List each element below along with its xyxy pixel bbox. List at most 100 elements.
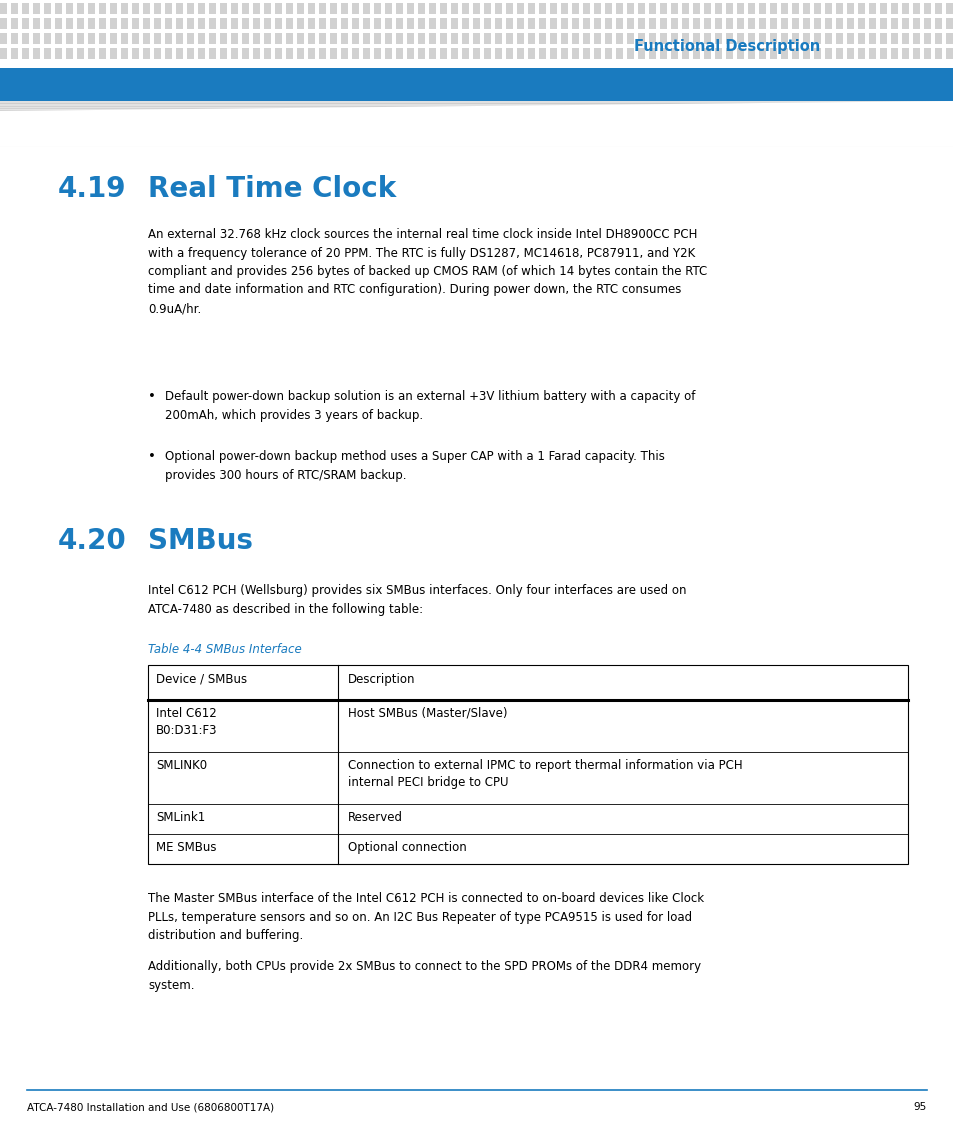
Bar: [77, 48, 84, 60]
Bar: [395, 18, 402, 29]
Bar: [483, 3, 491, 14]
Bar: [923, 18, 930, 29]
Bar: [451, 48, 457, 60]
Bar: [781, 48, 787, 60]
Bar: [0, 18, 7, 29]
Bar: [747, 48, 754, 60]
Bar: [0, 124, 953, 127]
Text: SMLink1: SMLink1: [156, 811, 205, 824]
Bar: [0, 140, 953, 142]
Bar: [934, 33, 941, 44]
Bar: [198, 48, 205, 60]
Bar: [0, 119, 953, 123]
Bar: [88, 18, 95, 29]
Bar: [340, 3, 348, 14]
Bar: [626, 18, 634, 29]
Bar: [824, 48, 831, 60]
Bar: [11, 33, 18, 44]
Bar: [44, 3, 51, 14]
Bar: [417, 48, 424, 60]
Bar: [264, 3, 271, 14]
Bar: [659, 33, 666, 44]
Bar: [165, 18, 172, 29]
Bar: [857, 48, 864, 60]
Bar: [945, 48, 952, 60]
Bar: [374, 33, 380, 44]
Bar: [835, 3, 842, 14]
Bar: [638, 18, 644, 29]
Bar: [451, 3, 457, 14]
Bar: [318, 48, 326, 60]
Bar: [759, 3, 765, 14]
Bar: [846, 48, 853, 60]
Bar: [374, 18, 380, 29]
Bar: [77, 33, 84, 44]
Bar: [0, 105, 953, 109]
Bar: [33, 48, 40, 60]
Text: Optional connection: Optional connection: [348, 840, 466, 854]
Bar: [0, 128, 953, 132]
Bar: [802, 3, 809, 14]
Bar: [66, 48, 73, 60]
Bar: [55, 3, 62, 14]
Bar: [934, 3, 941, 14]
Bar: [638, 48, 644, 60]
Bar: [747, 3, 754, 14]
Bar: [582, 3, 589, 14]
Bar: [473, 48, 479, 60]
Bar: [439, 18, 447, 29]
Bar: [560, 48, 567, 60]
Bar: [0, 101, 953, 104]
Bar: [0, 103, 953, 106]
Bar: [286, 3, 293, 14]
Bar: [538, 33, 545, 44]
Bar: [88, 48, 95, 60]
Text: Reserved: Reserved: [348, 811, 402, 824]
Bar: [209, 48, 215, 60]
Bar: [110, 18, 117, 29]
Bar: [616, 3, 622, 14]
Bar: [55, 33, 62, 44]
Bar: [857, 3, 864, 14]
Bar: [132, 48, 139, 60]
Bar: [527, 33, 535, 44]
Bar: [692, 3, 700, 14]
Bar: [714, 3, 721, 14]
Bar: [737, 48, 743, 60]
Bar: [11, 48, 18, 60]
Bar: [77, 3, 84, 14]
Bar: [55, 48, 62, 60]
Bar: [473, 18, 479, 29]
Bar: [121, 48, 128, 60]
Bar: [22, 3, 29, 14]
Bar: [835, 48, 842, 60]
Bar: [44, 48, 51, 60]
Bar: [791, 18, 799, 29]
Bar: [659, 48, 666, 60]
Bar: [616, 33, 622, 44]
Bar: [330, 48, 336, 60]
Bar: [153, 18, 161, 29]
Bar: [703, 33, 710, 44]
Text: Real Time Clock: Real Time Clock: [148, 175, 395, 203]
Bar: [737, 33, 743, 44]
Bar: [769, 18, 776, 29]
Bar: [77, 18, 84, 29]
Bar: [495, 48, 501, 60]
Bar: [934, 48, 941, 60]
Bar: [175, 48, 183, 60]
Bar: [594, 3, 600, 14]
Bar: [175, 18, 183, 29]
Bar: [330, 33, 336, 44]
Bar: [692, 18, 700, 29]
Bar: [659, 3, 666, 14]
Bar: [33, 18, 40, 29]
Bar: [0, 48, 7, 60]
Bar: [231, 18, 237, 29]
Bar: [242, 48, 249, 60]
Bar: [802, 33, 809, 44]
Bar: [0, 114, 953, 118]
Bar: [505, 3, 513, 14]
Bar: [286, 48, 293, 60]
Bar: [538, 18, 545, 29]
